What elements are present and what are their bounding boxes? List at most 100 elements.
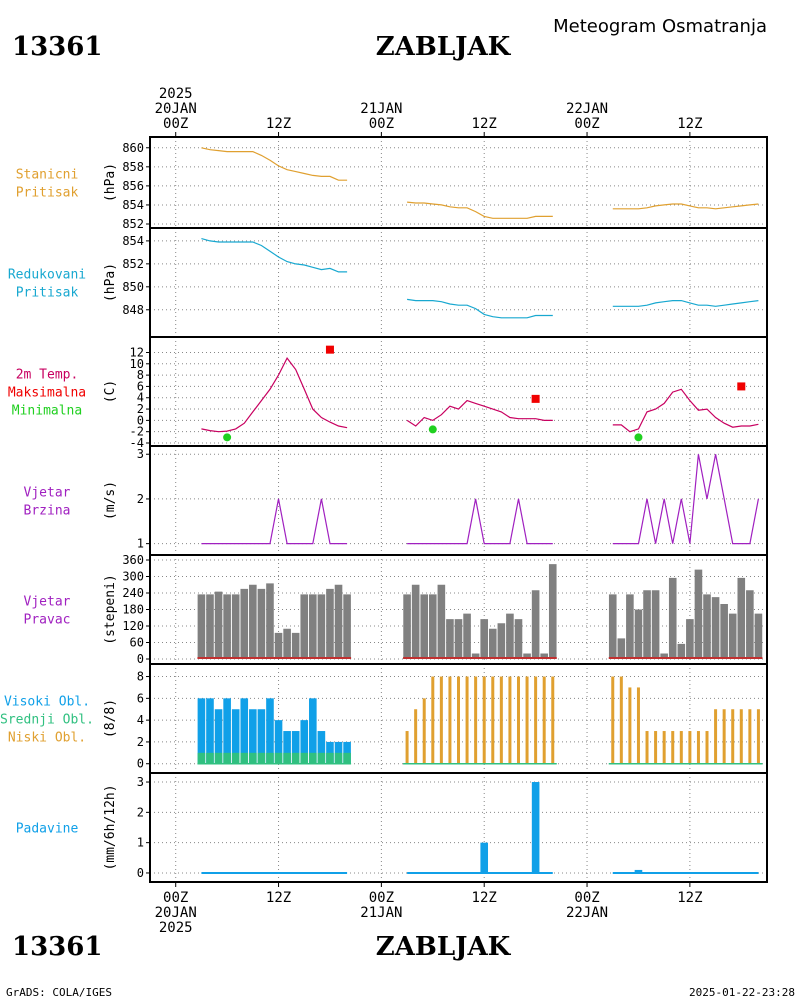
station-id-top: 13361 bbox=[12, 32, 102, 62]
timestamp: 2025-01-22-23:28 bbox=[689, 986, 795, 999]
direction-bar bbox=[309, 594, 317, 659]
cloud-high-bar bbox=[197, 698, 206, 764]
y-tick-label: 2 bbox=[137, 402, 144, 416]
y-axis-unit: (C) bbox=[103, 380, 118, 403]
direction-bar bbox=[746, 590, 754, 659]
cloud-low-bar bbox=[499, 676, 503, 764]
cloud-low-bar bbox=[756, 709, 760, 764]
direction-bar bbox=[454, 619, 463, 659]
series-line-2 bbox=[407, 201, 553, 219]
direction-bar bbox=[480, 619, 489, 659]
direction-bar bbox=[266, 583, 274, 659]
direction-bar bbox=[197, 594, 206, 659]
cloud-low-bar bbox=[516, 676, 520, 764]
y-tick-label: 300 bbox=[122, 570, 144, 584]
x-tick-label: 12Z bbox=[266, 116, 291, 132]
direction-bar bbox=[240, 588, 249, 659]
cloud-high-bar bbox=[257, 709, 266, 764]
cloud-mid-bar bbox=[257, 752, 266, 764]
panel-station_pressure: 852 854 856 858 860 (hPa) Stanicni Pritisak bbox=[16, 136, 768, 231]
cloud-low-bar bbox=[431, 676, 435, 764]
panel-label: Pritisak bbox=[16, 286, 79, 301]
cloud-mid-bar bbox=[240, 752, 249, 764]
chart-title: Meteogram Osmatranja bbox=[553, 16, 767, 37]
direction-bar bbox=[686, 619, 694, 659]
cloud-mid-bar bbox=[300, 752, 309, 764]
tmax-marker bbox=[531, 394, 540, 403]
cloud-high-bar bbox=[266, 698, 274, 764]
y-tick-label: 60 bbox=[130, 636, 144, 650]
y-tick-label: 360 bbox=[122, 553, 144, 567]
direction-bar bbox=[223, 594, 231, 659]
cloud-low-bar bbox=[696, 731, 700, 764]
direction-bar bbox=[531, 590, 540, 659]
y-tick-label: 0 bbox=[137, 413, 144, 427]
panel-label: Padavine bbox=[16, 822, 79, 837]
direction-bar bbox=[300, 594, 309, 659]
cloud-low-bar bbox=[714, 709, 718, 764]
panel-frame bbox=[149, 227, 768, 338]
panel-label: Visoki Obl. bbox=[4, 695, 90, 710]
cloud-low-bar bbox=[525, 676, 529, 764]
cloud-low-bar bbox=[662, 731, 666, 764]
y-tick-label: 1 bbox=[137, 836, 144, 850]
cloud-mid-bar bbox=[283, 752, 291, 764]
cloud-high-bar bbox=[249, 709, 257, 764]
direction-bar bbox=[737, 577, 746, 659]
cloud-high-bar bbox=[291, 731, 300, 764]
direction-bar bbox=[497, 623, 506, 659]
y-tick-label: 0 bbox=[137, 866, 144, 880]
cloud-high-bar bbox=[206, 698, 214, 764]
precip-bar bbox=[531, 782, 540, 874]
cloud-mid-bar bbox=[291, 752, 300, 764]
y-axis-unit: (hPa) bbox=[103, 263, 118, 302]
cloud-high-bar bbox=[334, 741, 343, 764]
cloud-low-bar bbox=[491, 676, 495, 764]
y-tick-label: 852 bbox=[122, 217, 144, 231]
direction-bar bbox=[651, 590, 660, 659]
y-tick-label: 12 bbox=[130, 345, 144, 359]
y-tick-label: 240 bbox=[122, 586, 144, 600]
panel-label: Stanicni bbox=[16, 168, 79, 183]
cloud-low-bar bbox=[405, 731, 409, 764]
y-tick-label: 8 bbox=[137, 670, 144, 684]
station-id-bottom: 13361 bbox=[12, 932, 102, 962]
y-tick-label: 3 bbox=[137, 447, 144, 461]
y-tick-label: 856 bbox=[122, 179, 144, 193]
panel-label: Redukovani bbox=[8, 268, 86, 283]
y-tick-label: -4 bbox=[130, 436, 144, 450]
y-tick-label: 2 bbox=[137, 492, 144, 506]
cloud-low-bar bbox=[465, 676, 469, 764]
y-tick-label: 860 bbox=[122, 141, 144, 155]
cloud-low-bar bbox=[508, 676, 512, 764]
cloud-low-bar bbox=[611, 676, 615, 764]
cloud-low-bar bbox=[448, 676, 452, 764]
x-tick-label: 20JAN bbox=[155, 905, 197, 921]
direction-bar bbox=[703, 594, 711, 659]
cloud-mid-bar bbox=[266, 752, 274, 764]
y-tick-label: 848 bbox=[122, 303, 144, 317]
y-tick-label: 10 bbox=[130, 357, 144, 371]
panel-clouds: 0 2 4 6 8 (8/8) Visoki Obl. Srednji Obl. Niski O… bbox=[0, 663, 768, 774]
direction-bar bbox=[694, 569, 703, 659]
panel-label: Srednji Obl. bbox=[0, 713, 94, 728]
x-tick-label: 12Z bbox=[677, 116, 702, 132]
cloud-high-bar bbox=[343, 741, 351, 764]
x-tick-label: 22JAN bbox=[566, 905, 608, 921]
tmax-marker bbox=[737, 382, 746, 391]
direction-bar bbox=[514, 619, 523, 659]
y-tick-label: 6 bbox=[137, 691, 144, 705]
cloud-mid-bar bbox=[334, 752, 343, 764]
cloud-mid-bar bbox=[231, 752, 240, 764]
series-line-2 bbox=[407, 498, 553, 545]
y-tick-label: 0 bbox=[137, 652, 144, 666]
x-tick-label: 12Z bbox=[472, 116, 497, 132]
direction-bar bbox=[214, 591, 223, 659]
direction-bar bbox=[283, 628, 291, 659]
cloud-mid-bar bbox=[309, 752, 317, 764]
direction-bar bbox=[257, 588, 266, 659]
x-tick-label: 00Z bbox=[369, 890, 394, 906]
cloud-low-bar bbox=[645, 731, 649, 764]
series-line-3 bbox=[612, 300, 759, 307]
